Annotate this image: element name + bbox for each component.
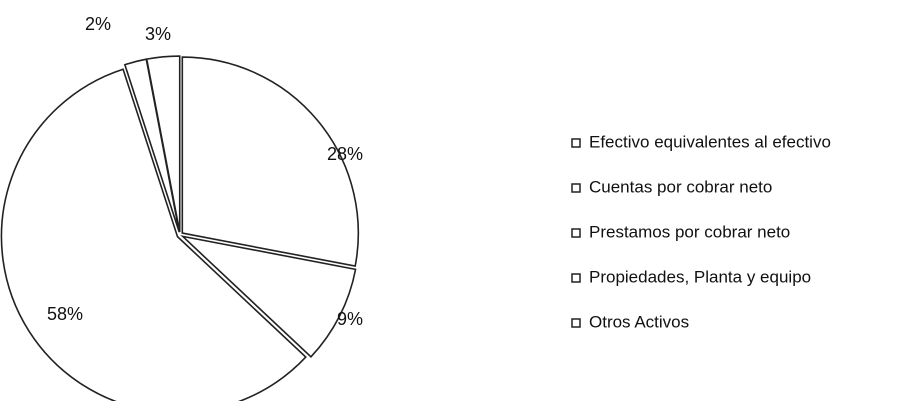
pie-slice <box>145 55 181 233</box>
data-label: 58% <box>47 304 83 324</box>
legend-swatch <box>571 273 581 283</box>
pie-slice <box>180 235 357 358</box>
legend-label: Otros Activos <box>589 312 689 331</box>
pie-slice <box>0 68 307 401</box>
data-label: 2% <box>85 14 111 34</box>
legend-swatch <box>571 183 581 193</box>
data-label: 9% <box>337 309 363 329</box>
legend-label: Cuentas por cobrar neto <box>589 177 772 196</box>
legend-swatch <box>571 228 581 238</box>
legend-swatch <box>571 318 581 328</box>
data-label: 3% <box>145 24 171 44</box>
pie-slice <box>181 56 360 268</box>
legend-label: Prestamos por cobrar neto <box>589 222 790 241</box>
legend-label: Efectivo equivalentes al efectivo <box>589 132 831 151</box>
data-label: 28% <box>327 144 363 164</box>
legend-label: Propiedades, Planta y equipo <box>589 267 811 286</box>
legend-swatch <box>571 138 581 148</box>
